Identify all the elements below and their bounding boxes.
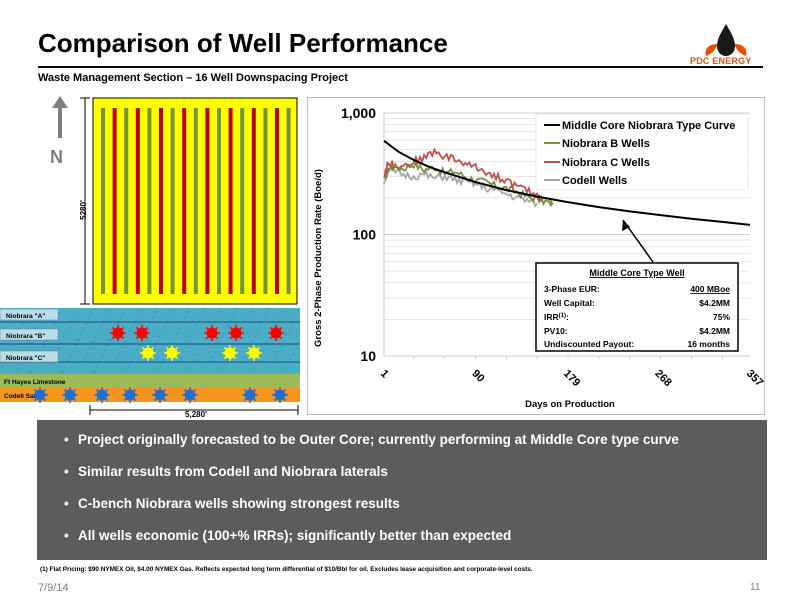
logo-text: PDC ENERGY [690, 56, 752, 66]
legend-label-type-curve: Middle Core Niobrara Type Curve [562, 120, 735, 132]
legend-label-niobrara-c: Niobrara C Wells [562, 157, 650, 169]
annotation-row-label: Undiscounted Payout: [544, 339, 634, 349]
lateral-wellbore [182, 108, 187, 294]
annotation-row-label: IRR [544, 312, 559, 322]
chart-legend: Middle Core Niobrara Type Curve Niobrara… [535, 113, 749, 191]
annotation-row-value: $4.2MM [699, 326, 730, 336]
lateral-wellbore [193, 108, 198, 294]
annotation-row-label: PV10: [544, 326, 568, 336]
title-divider [38, 66, 763, 68]
annotation-row-value: 400 MBoe [690, 284, 730, 294]
well-marker-niobrara-b [204, 325, 220, 341]
summary-bullet: All wells economic (100+% IRRs); signifi… [64, 526, 679, 558]
lateral-wellbore [101, 108, 105, 294]
north-arrow-icon [52, 96, 68, 138]
lateral-wellbore [217, 108, 221, 294]
well-marker-niobrara-b [228, 325, 244, 341]
well-marker-codell [62, 387, 78, 403]
well-marker-codell [152, 387, 168, 403]
y-tick-label: 100 [353, 227, 377, 243]
lateral-wellbore [205, 108, 210, 294]
layer-label-niobrara-c: Niobrara "C" [6, 355, 45, 362]
annotation-row-value: 75% [713, 312, 730, 322]
pdc-logo-icon [705, 24, 747, 56]
svg-text:IRR(1):: IRR(1): [544, 312, 569, 322]
well-marker-codell [182, 387, 198, 403]
lateral-wellbore [170, 108, 175, 294]
well-marker-codell [242, 387, 258, 403]
well-marker-niobrara-c [222, 345, 238, 361]
dim-horizontal-label: 5,280' [185, 410, 207, 419]
lateral-wellbore [251, 108, 256, 294]
x-tick-label: 268 [652, 368, 673, 389]
well-marker-niobrara-b [110, 325, 126, 341]
lateral-wellbore [286, 108, 291, 294]
lateral-wellbore [135, 108, 140, 294]
summary-bullet: C-bench Niobrara wells showing strongest… [64, 494, 679, 526]
lateral-wellbore [228, 108, 233, 294]
lateral-wellbore [112, 108, 117, 294]
annotation-row-value: $4.2MM [699, 298, 730, 308]
layer-label-ft-hayes: Ft Hayes Limestone [4, 379, 66, 386]
well-marker-niobrara-c [246, 345, 262, 361]
annotation-row-value: 16 months [687, 339, 730, 349]
layer-label-niobrara-b: Niobrara "B" [6, 333, 45, 340]
annotation-row-label: Well Capital: [544, 298, 595, 308]
lateral-wellbore [263, 108, 268, 294]
x-tick-label: 90 [469, 368, 486, 385]
well-marker-niobrara-c [140, 345, 156, 361]
annotation-footnote-marker: (1) [559, 313, 566, 319]
footnote: (1) Flat Pricing: $90 NYMEX Oil, $4.00 N… [40, 566, 533, 573]
lateral-wellbore [124, 108, 129, 294]
summary-panel: Project originally forecasted to be Oute… [37, 420, 767, 560]
summary-bullet: Similar results from Codell and Niobrara… [64, 462, 679, 494]
annotation-box: Middle Core Type Well 3-Phase EUR: 400 M… [535, 262, 739, 352]
summary-list: Project originally forecasted to be Oute… [64, 430, 679, 558]
lateral-wellbore [240, 108, 245, 294]
page-subtitle: Waste Management Section – 16 Well Downs… [38, 72, 348, 84]
summary-bullet: Project originally forecasted to be Oute… [64, 430, 679, 462]
annotation-title: Middle Core Type Well [589, 268, 684, 278]
production-chart: 1,000 100 101 90 179 268 357 Gross 2-Phase Pro… [313, 105, 765, 410]
y-tick-label: 1,000 [341, 105, 376, 121]
page-number: 11 [750, 582, 761, 593]
chart-frame: 1,000 100 10 1 90 179 268 357 Gross 2-Phase Pro… [307, 97, 765, 415]
well-marker-codell [122, 387, 138, 403]
x-tick-label: 1 [378, 368, 391, 381]
niobrara-c-line [383, 147, 544, 203]
x-tick-label: 179 [561, 368, 582, 389]
north-label: N [50, 147, 63, 167]
type-curve-line [383, 140, 751, 226]
codell-line [383, 166, 538, 208]
well-marker-codell [94, 387, 110, 403]
dim-vertical-label: 5280' [79, 200, 88, 220]
well-layout-diagram: 5280' Niobrara "A" Niobrara "B" Niobrara… [0, 97, 300, 419]
lateral-wellbore [275, 108, 279, 294]
layer-label-niobrara-a: Niobrara "A" [6, 313, 45, 320]
well-marker-niobrara-c [164, 345, 180, 361]
well-marker-niobrara-b [268, 325, 284, 341]
well-marker-codell [272, 387, 288, 403]
layer-label-codell: Codell Sand [4, 393, 42, 400]
annotation-row-colon: : [566, 312, 569, 322]
x-axis-label: Days on Production [525, 399, 615, 410]
y-tick-label: 10 [360, 348, 376, 364]
well-marker-niobrara-b [134, 325, 150, 341]
legend-label-codell: Codell Wells [562, 175, 627, 187]
page-title: Comparison of Well Performance [38, 28, 448, 58]
annotation-row-label: 3-Phase EUR: [544, 284, 600, 294]
footer-date: 7/9/14 [38, 582, 69, 594]
lateral-wellbore [147, 108, 152, 294]
well-marker-codell [32, 387, 48, 403]
lateral-wellbore [159, 108, 163, 294]
y-axis-label: Gross 2-Phase Production Rate (Boe/d) [313, 169, 324, 347]
legend-label-niobrara-b: Niobrara B Wells [562, 138, 650, 150]
x-tick-label: 357 [744, 368, 764, 389]
